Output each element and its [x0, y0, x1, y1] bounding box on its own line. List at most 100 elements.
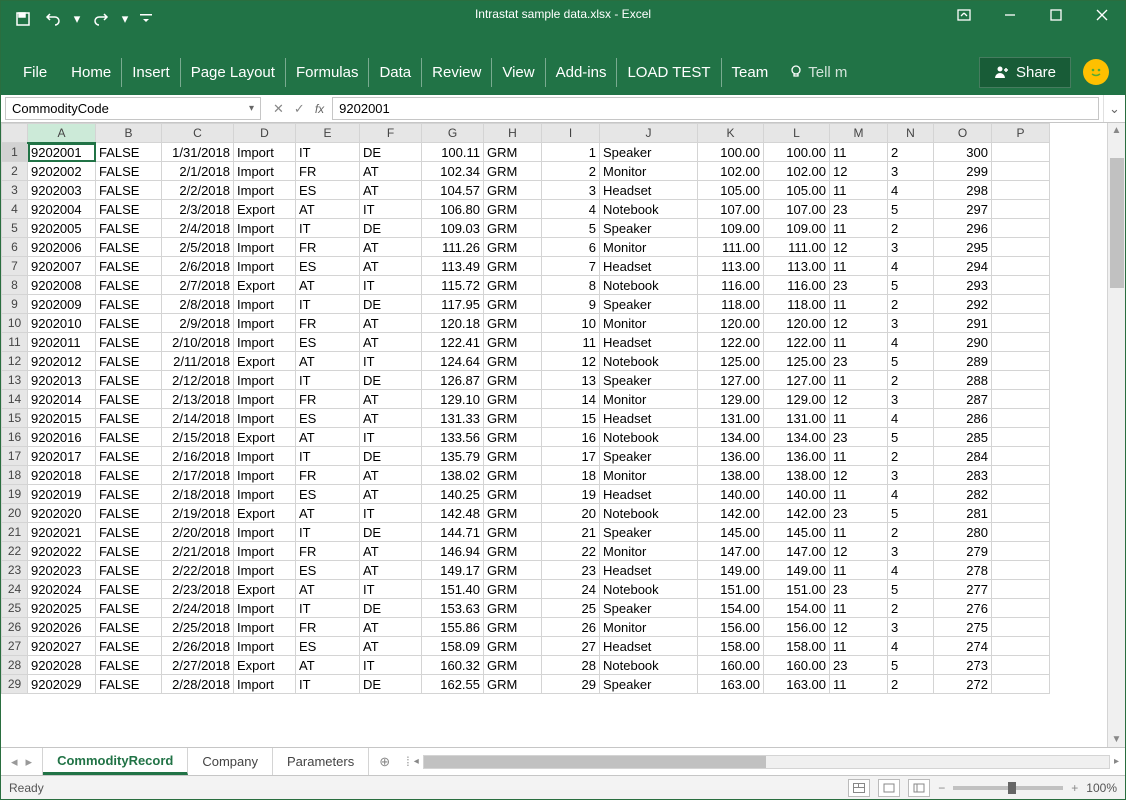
cell[interactable]: GRM — [484, 428, 542, 447]
cell[interactable]: GRM — [484, 504, 542, 523]
cell[interactable]: AT — [360, 314, 422, 333]
cell[interactable]: 107.00 — [764, 200, 830, 219]
cell[interactable]: 149.17 — [422, 561, 484, 580]
cell[interactable]: Headset — [600, 333, 698, 352]
cell[interactable]: GRM — [484, 561, 542, 580]
cell[interactable]: 106.80 — [422, 200, 484, 219]
cell[interactable]: 22 — [542, 542, 600, 561]
cell[interactable]: 293 — [934, 276, 992, 295]
cell[interactable] — [992, 599, 1050, 618]
cell[interactable]: AT — [296, 504, 360, 523]
cell[interactable]: AT — [360, 542, 422, 561]
cell[interactable]: FALSE — [96, 599, 162, 618]
cell[interactable]: 144.71 — [422, 523, 484, 542]
cell[interactable]: 17 — [542, 447, 600, 466]
cell[interactable] — [992, 580, 1050, 599]
share-button[interactable]: Share — [979, 57, 1071, 88]
cell[interactable]: FALSE — [96, 143, 162, 162]
cell[interactable]: 147.00 — [698, 542, 764, 561]
cell[interactable]: 5 — [888, 352, 934, 371]
cell[interactable]: ES — [296, 561, 360, 580]
cell[interactable]: 11 — [830, 485, 888, 504]
cell[interactable]: Import — [234, 523, 296, 542]
name-box-dropdown-icon[interactable]: ▾ — [249, 103, 254, 114]
cell[interactable]: FALSE — [96, 542, 162, 561]
cell[interactable]: Headset — [600, 485, 698, 504]
cell[interactable]: 11 — [830, 143, 888, 162]
cell[interactable]: Speaker — [600, 295, 698, 314]
tab-nav-prev-icon[interactable]: ◂ — [11, 754, 18, 770]
cell[interactable]: GRM — [484, 618, 542, 637]
cell[interactable]: GRM — [484, 542, 542, 561]
cell[interactable]: GRM — [484, 200, 542, 219]
cell[interactable]: 9202003 — [28, 181, 96, 200]
cell[interactable]: 283 — [934, 466, 992, 485]
cell[interactable]: AT — [360, 637, 422, 656]
row-header[interactable]: 2 — [2, 162, 28, 181]
cell[interactable]: GRM — [484, 485, 542, 504]
cell[interactable]: GRM — [484, 656, 542, 675]
cell[interactable]: 2/13/2018 — [162, 390, 234, 409]
cell[interactable]: Import — [234, 314, 296, 333]
cell[interactable] — [992, 295, 1050, 314]
cell[interactable]: 9202017 — [28, 447, 96, 466]
cell[interactable]: 1/31/2018 — [162, 143, 234, 162]
cell[interactable]: 116.00 — [764, 276, 830, 295]
cell[interactable] — [992, 238, 1050, 257]
cell[interactable]: 4 — [888, 637, 934, 656]
cell[interactable]: GRM — [484, 143, 542, 162]
cell[interactable]: 23 — [830, 352, 888, 371]
enter-formula-icon[interactable]: ✓ — [294, 101, 305, 117]
cell[interactable] — [992, 162, 1050, 181]
cell[interactable]: GRM — [484, 447, 542, 466]
zoom-out-icon[interactable]: − — [938, 781, 945, 795]
cell[interactable]: Speaker — [600, 599, 698, 618]
cell[interactable]: AT — [360, 485, 422, 504]
cell[interactable]: 135.79 — [422, 447, 484, 466]
cell[interactable]: 129.10 — [422, 390, 484, 409]
cell[interactable]: 2/10/2018 — [162, 333, 234, 352]
row-header[interactable]: 6 — [2, 238, 28, 257]
cell[interactable]: FR — [296, 466, 360, 485]
cell[interactable]: FALSE — [96, 618, 162, 637]
cell[interactable]: 290 — [934, 333, 992, 352]
cell[interactable]: 11 — [830, 257, 888, 276]
row-header[interactable]: 7 — [2, 257, 28, 276]
save-icon[interactable] — [11, 7, 35, 31]
cell[interactable]: 277 — [934, 580, 992, 599]
cell[interactable]: 160.32 — [422, 656, 484, 675]
redo-dropdown-icon[interactable]: ▾ — [119, 7, 131, 31]
zoom-level[interactable]: 100% — [1086, 781, 1117, 795]
cell[interactable]: FALSE — [96, 485, 162, 504]
cell[interactable]: 294 — [934, 257, 992, 276]
row-header[interactable]: 27 — [2, 637, 28, 656]
cell[interactable]: IT — [296, 219, 360, 238]
cell[interactable]: 129.00 — [764, 390, 830, 409]
cell[interactable]: 5 — [888, 656, 934, 675]
formula-input[interactable]: 9202001 — [332, 97, 1099, 120]
cell[interactable]: 3 — [888, 542, 934, 561]
cell[interactable]: 134.00 — [764, 428, 830, 447]
cell[interactable]: 12 — [542, 352, 600, 371]
scroll-up-icon[interactable]: ▲ — [1108, 123, 1125, 138]
cell[interactable]: 160.00 — [764, 656, 830, 675]
cell[interactable]: 142.00 — [764, 504, 830, 523]
cell[interactable]: Notebook — [600, 352, 698, 371]
cell[interactable]: FALSE — [96, 561, 162, 580]
row-header[interactable]: 19 — [2, 485, 28, 504]
cell[interactable] — [992, 523, 1050, 542]
cell[interactable]: 11 — [830, 409, 888, 428]
cell[interactable]: AT — [360, 409, 422, 428]
cell[interactable]: 160.00 — [698, 656, 764, 675]
cell[interactable]: 272 — [934, 675, 992, 694]
cell[interactable]: 296 — [934, 219, 992, 238]
cell[interactable]: 2/22/2018 — [162, 561, 234, 580]
cell[interactable]: FALSE — [96, 238, 162, 257]
cell[interactable]: FR — [296, 542, 360, 561]
ribbon-tab-team[interactable]: Team — [722, 58, 779, 87]
cell[interactable]: Notebook — [600, 276, 698, 295]
cell[interactable]: GRM — [484, 238, 542, 257]
cell[interactable]: Import — [234, 219, 296, 238]
cell[interactable]: Import — [234, 371, 296, 390]
column-header[interactable]: H — [484, 124, 542, 143]
